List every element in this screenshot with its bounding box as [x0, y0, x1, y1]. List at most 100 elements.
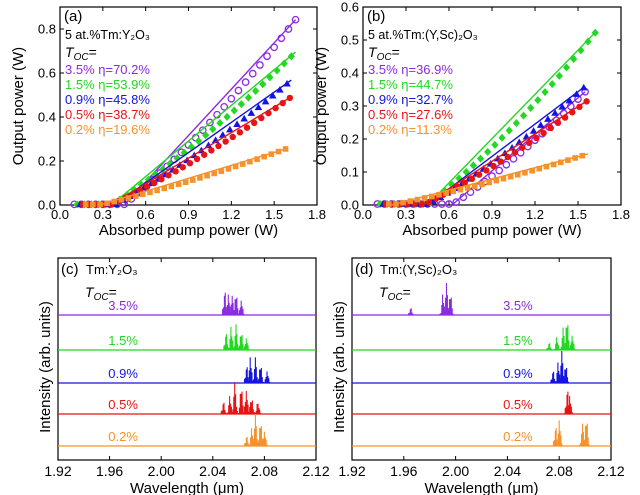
- data-point: [558, 159, 564, 166]
- data-point: [418, 200, 425, 208]
- data-point: [429, 193, 435, 200]
- data-point: [220, 102, 229, 111]
- data-point: [147, 189, 153, 196]
- data-point: [202, 131, 210, 140]
- data-point: [151, 179, 158, 187]
- data-point: [541, 88, 549, 97]
- x-axis-label: Absorbed pump power (W): [99, 222, 278, 239]
- data-point: [247, 109, 256, 116]
- toc-symbol: T: [85, 284, 95, 300]
- data-point: [486, 179, 492, 186]
- tick-oc-label: 1.5%: [503, 333, 533, 348]
- spectrum-trace: [243, 414, 268, 446]
- x-tick-label: 1.96: [390, 463, 417, 479]
- y-axis-label: Output power (W): [10, 47, 27, 165]
- y-tick-label: 0.4: [341, 66, 359, 81]
- data-point: [437, 200, 446, 208]
- x-tick-label: 0.3: [94, 207, 112, 222]
- data-point: [208, 147, 215, 154]
- toc-symbol: T: [379, 284, 389, 300]
- x-tick-label: 0.6: [137, 207, 155, 222]
- data-point: [226, 125, 234, 133]
- data-point: [407, 198, 414, 204]
- y-axis-label: Intensity (arb. units): [37, 301, 54, 433]
- toc-label: TOC=: [368, 44, 400, 63]
- spectrum-trace: [243, 357, 271, 383]
- data-point: [256, 61, 264, 69]
- panel-c: 1.92 1.96 2.00 2.04 2.08 2.12 Wavelength (μm) I…: [37, 257, 330, 495]
- data-point: [572, 90, 581, 97]
- spectrum-p05: [352, 391, 611, 415]
- y-tick-label: 0.2: [38, 154, 56, 169]
- data-point: [414, 196, 421, 203]
- data-point: [502, 160, 511, 169]
- toc-equals: =: [403, 284, 411, 300]
- data-point: [140, 191, 146, 198]
- data-point: [565, 96, 574, 104]
- legend-entry: 0.2% η=11.3%: [368, 122, 452, 137]
- data-point: [211, 170, 217, 177]
- data-point: [393, 201, 399, 207]
- x-axis-label: Wavelength (μm): [425, 480, 539, 495]
- data-point: [511, 149, 519, 156]
- data-point: [201, 151, 208, 158]
- legend-entry: 1.5% η=53.9%: [65, 77, 150, 92]
- data-point: [233, 120, 241, 127]
- data-point: [143, 183, 151, 190]
- toc-subscript: OC: [388, 292, 404, 303]
- data-point: [591, 28, 599, 37]
- spectrum-p35: [58, 292, 316, 316]
- toc-label: TOC=: [379, 284, 411, 303]
- x-tick-label: 1.8: [612, 207, 630, 222]
- data-point: [498, 133, 506, 142]
- data-point: [239, 161, 246, 167]
- data-point: [547, 124, 554, 132]
- tick-oc-label: 0.9%: [503, 366, 533, 381]
- spectrum-trace: [221, 292, 245, 315]
- data-point: [577, 46, 585, 55]
- data-point: [125, 195, 132, 201]
- toc-symbol: T: [65, 44, 75, 60]
- panel-label: (c): [61, 261, 79, 278]
- x-tick-label: 1.92: [44, 463, 71, 479]
- data-point: [562, 63, 571, 72]
- data-point: [252, 86, 260, 95]
- data-point: [234, 86, 243, 95]
- x-tick-label: 2.04: [199, 463, 226, 479]
- data-point: [277, 34, 286, 43]
- x-tick-label: 2.00: [442, 463, 469, 479]
- data-point: [179, 164, 186, 171]
- legend-entry: 3.5% η=36.9%: [368, 62, 453, 77]
- data-point: [165, 172, 172, 179]
- toc-equals: =: [392, 44, 400, 60]
- data-point: [505, 126, 513, 135]
- data-point: [475, 171, 483, 178]
- data-point: [282, 146, 289, 152]
- data-point: [247, 158, 253, 165]
- data-point: [175, 181, 182, 188]
- data-point: [230, 106, 238, 115]
- x-tick-label: 0.6: [440, 207, 458, 222]
- data-point: [527, 103, 535, 112]
- y-tick-label: 0.5: [341, 33, 359, 48]
- data-point: [518, 144, 526, 151]
- data-point: [206, 118, 214, 127]
- data-point: [584, 37, 592, 46]
- data-point: [254, 156, 260, 162]
- data-point: [534, 96, 542, 105]
- legend-entry: 0.5% η=38.7%: [65, 107, 150, 122]
- data-point: [287, 52, 295, 61]
- data-point: [272, 104, 279, 112]
- toc-symbol: T: [368, 44, 378, 60]
- series-p05: [382, 98, 590, 208]
- tick-oc-label: 0.9%: [108, 366, 138, 381]
- data-point: [493, 177, 500, 184]
- data-point: [265, 109, 272, 117]
- spectrum-p02: [58, 414, 316, 447]
- panel-label: (b): [367, 8, 385, 25]
- data-point: [280, 59, 288, 68]
- data-point: [536, 121, 545, 128]
- data-point: [550, 161, 557, 168]
- panel-a: 0.0 0.3 0.6 0.9 1.2 1.5 1.8 0.0 0.2 0.4 0.6 0.8 Abso…: [10, 6, 326, 239]
- data-point: [570, 55, 578, 64]
